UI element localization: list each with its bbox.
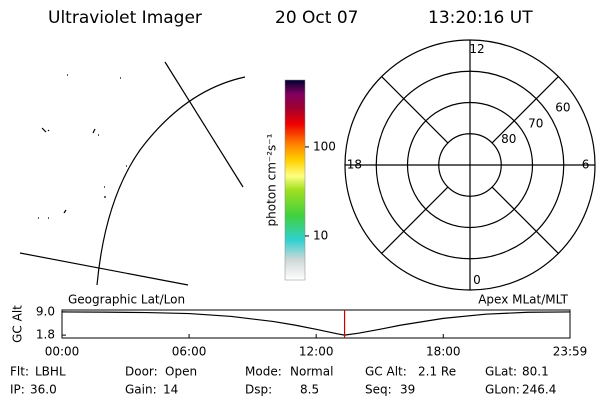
field-value: 2.1 Re	[418, 365, 456, 379]
lat-label: 60	[555, 101, 570, 115]
field-label: IP:	[10, 383, 25, 397]
field-value: 14	[163, 383, 178, 397]
y-tick-label: 9.0	[36, 304, 55, 318]
field-value: LBHL	[35, 365, 66, 379]
colorbar	[284, 79, 306, 281]
y-axis-label: GC Alt	[11, 305, 25, 343]
lat-label: 80	[501, 132, 516, 146]
mlt-spoke	[381, 186, 449, 254]
field-value: 36.0	[30, 383, 57, 397]
colorbar-tick-label: 10	[313, 228, 328, 242]
title: Ultraviolet Imager	[48, 8, 202, 28]
field-label: GC Alt:	[365, 365, 407, 379]
x-tick-label: 12:00	[299, 345, 334, 359]
field-label: Gain:	[125, 383, 157, 397]
x-tick-label: 23:59	[553, 345, 588, 359]
date: 20 Oct 07	[275, 8, 358, 28]
geo-map	[19, 61, 246, 286]
colorbar-label: photon cm⁻²s⁻¹	[265, 133, 279, 226]
field-label: Mode:	[245, 365, 282, 379]
x-tick-label: 06:00	[172, 345, 207, 359]
field-label: Dsp:	[245, 383, 272, 397]
colorbar-tick-label: 100	[313, 139, 336, 153]
x-tick-label: 18:00	[426, 345, 461, 359]
field-label: Door:	[125, 365, 158, 379]
map-label: Geographic Lat/Lon	[68, 293, 185, 307]
field-label: Flt:	[10, 365, 29, 379]
field-label: GLat:	[485, 365, 517, 379]
mlt-spoke	[491, 186, 559, 254]
mlt-label: 12	[469, 42, 484, 56]
mlt-label: 18	[347, 158, 362, 172]
field-value: Normal	[290, 365, 333, 379]
mlt-spoke	[491, 76, 559, 144]
x-tick-label: 00:00	[45, 345, 80, 359]
alt-line	[61, 311, 571, 336]
time: 13:20:16 UT	[428, 8, 533, 28]
lat-label: 70	[528, 116, 543, 130]
y-tick-label: 1.8	[36, 328, 55, 342]
mlt-spoke	[381, 76, 449, 144]
field-value: 246.4	[522, 383, 556, 397]
field-label: GLon:	[485, 383, 520, 397]
polar-label: Apex MLat/MLT	[478, 293, 568, 307]
field-value: Open	[165, 365, 197, 379]
field-label: Seq:	[365, 383, 392, 397]
field-value: 39	[400, 383, 415, 397]
field-value: 80.1	[522, 365, 549, 379]
field-value: 8.5	[300, 383, 319, 397]
mlt-label: 6	[582, 158, 590, 172]
mlt-label: 0	[473, 273, 481, 287]
